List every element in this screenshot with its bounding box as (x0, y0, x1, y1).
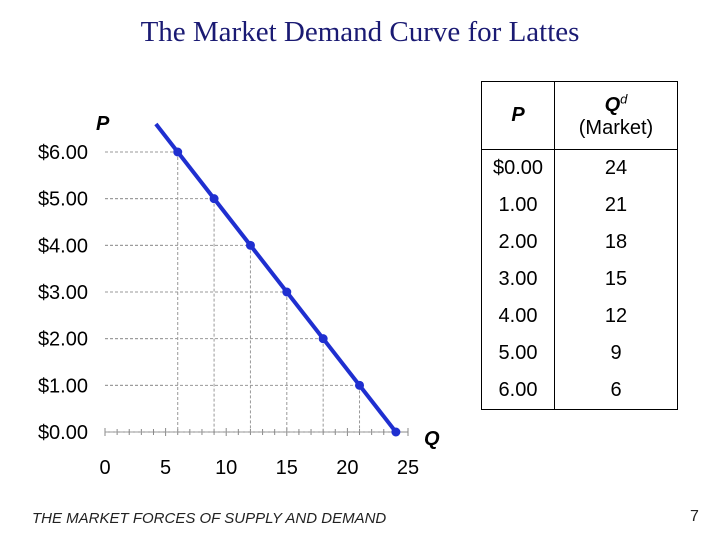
x-axis-label: Q (424, 428, 440, 450)
demand-point (245, 240, 255, 250)
y-axis-label: P (96, 113, 110, 135)
y-tick-label: $5.00 (38, 189, 88, 211)
price-cell: 5.00 (481, 335, 555, 372)
header-qty-symbol: Qd (604, 91, 628, 116)
header-price: P (481, 81, 555, 150)
y-tick-label: $1.00 (38, 375, 88, 397)
price-cell: 3.00 (481, 261, 555, 298)
slide-title: The Market Demand Curve for Lattes (140, 16, 580, 48)
header-qty-subtitle: (Market) (578, 116, 654, 139)
price-cell: 1.00 (481, 187, 555, 224)
table-row: 4.00 12 (481, 298, 678, 335)
demand-point (209, 194, 219, 204)
x-tick-label: 0 (99, 457, 110, 479)
page-number: 7 (690, 508, 699, 525)
table-row: 6.00 6 (481, 372, 678, 410)
demand-curve-line (154, 122, 398, 434)
table-row: 2.00 18 (481, 224, 678, 261)
table-header-row: P Qd (Market) (481, 81, 678, 150)
table-row: 1.00 21 (481, 187, 678, 224)
demand-schedule-table: P Qd (Market) $0.00 24 1.00 21 2.00 18 3.00… (481, 81, 678, 410)
x-tick-label: 15 (276, 457, 298, 479)
demand-point (282, 287, 292, 297)
qty-cell: 6 (554, 372, 678, 410)
table-row: 5.00 9 (481, 335, 678, 372)
y-tick-label: $4.00 (38, 235, 88, 257)
price-cell: 4.00 (481, 298, 555, 335)
y-tick-label: $3.00 (38, 282, 88, 304)
header-quantity: Qd (Market) (554, 81, 678, 150)
table-row: $0.00 24 (481, 149, 678, 187)
price-cell: 2.00 (481, 224, 555, 261)
demand-point (391, 427, 401, 437)
y-tick-label: $6.00 (38, 142, 88, 164)
demand-point (355, 380, 365, 390)
x-tick-label: 20 (336, 457, 358, 479)
qty-cell: 9 (554, 335, 678, 372)
x-tick-label: 25 (397, 457, 419, 479)
qty-cell: 18 (554, 224, 678, 261)
table-row: 3.00 15 (481, 261, 678, 298)
slide-footer: THE MARKET FORCES OF SUPPLY AND DEMAND (32, 510, 387, 527)
qty-cell: 21 (554, 187, 678, 224)
demand-point (173, 147, 183, 157)
price-cell: $0.00 (481, 149, 555, 187)
price-cell: 6.00 (481, 372, 555, 410)
x-tick-label: 5 (160, 457, 171, 479)
y-tick-label: $0.00 (38, 422, 88, 444)
x-tick-label: 10 (215, 457, 237, 479)
y-tick-label: $2.00 (38, 329, 88, 351)
qty-cell: 24 (554, 149, 678, 187)
qty-cell: 12 (554, 298, 678, 335)
demand-point (318, 334, 328, 344)
qty-cell: 15 (554, 261, 678, 298)
